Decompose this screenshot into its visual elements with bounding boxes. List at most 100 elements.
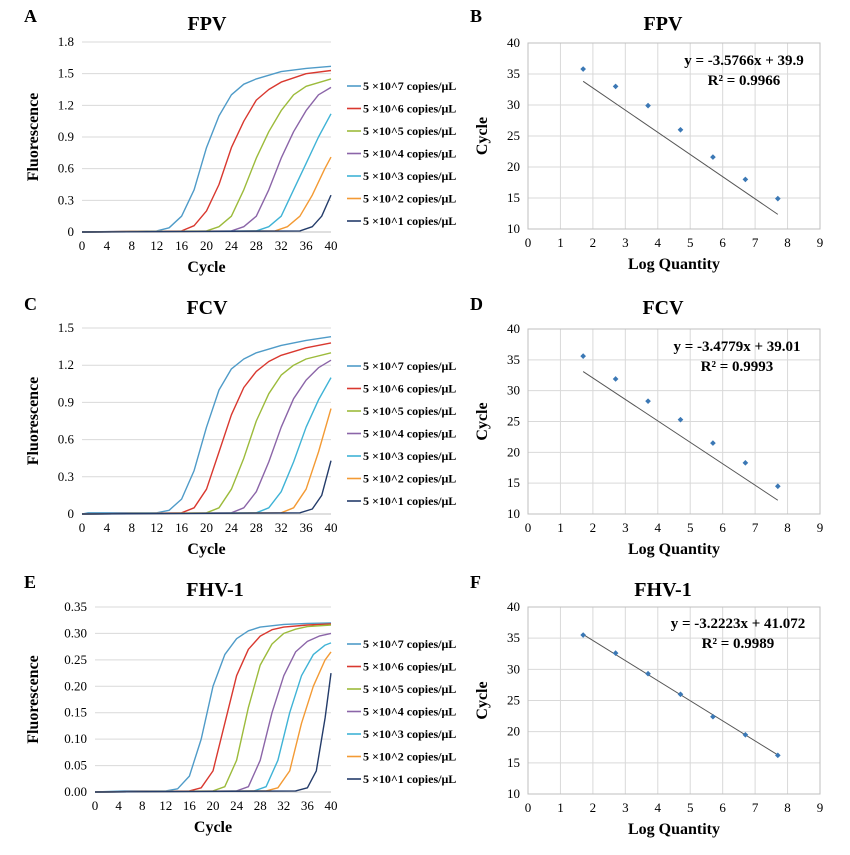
- x-tick-label: 0: [79, 520, 86, 535]
- panel-letter: D: [470, 294, 483, 314]
- series-line: [81, 69, 332, 233]
- x-axis-title: Cycle: [194, 819, 232, 836]
- series-line: [94, 673, 332, 793]
- y-tick-label: 0.10: [64, 731, 87, 746]
- series-line: [81, 359, 332, 515]
- legend: 5 ×10^7 copies/μL 5 ×10^6 copies/μL 5 ×10^…: [347, 359, 456, 508]
- plot-frame: [527, 328, 821, 515]
- panel-letter: F: [470, 572, 481, 592]
- x-tick-label: 20: [200, 520, 213, 535]
- x-tick-label: 6: [719, 520, 726, 535]
- data-point: [742, 731, 749, 738]
- x-tick-label: 0: [525, 520, 532, 535]
- data-point: [580, 66, 586, 72]
- y-axis-title: Fluorescence: [25, 377, 42, 466]
- x-axis-title: Log Quantity: [628, 541, 720, 558]
- x-tick-label: 16: [183, 798, 197, 813]
- y-tick-label: 35: [507, 352, 520, 367]
- y-tick-label: 35: [507, 630, 520, 645]
- x-tick-label: 7: [752, 520, 759, 535]
- y-tick-label: 10: [507, 786, 520, 801]
- y-axis-title: Cycle: [474, 117, 491, 155]
- series-line: [81, 377, 332, 515]
- y-axis-title: Fluorescence: [25, 655, 42, 744]
- series-line: [81, 352, 332, 515]
- y-tick-label: 15: [507, 755, 520, 770]
- legend-label: 5 ×10^1 copies/μL: [363, 494, 456, 508]
- y-tick-label: 20: [507, 159, 520, 174]
- y-tick-label: 40: [507, 599, 520, 614]
- chart-panel-a: A FPV 0 0.3 0.6 0.9 1.2 1.5 1.8 0 4 8 12 16 20 24 28 32 36…: [24, 6, 456, 276]
- x-axis-title: Cycle: [187, 259, 225, 276]
- legend-label: 5 ×10^2 copies/μL: [363, 192, 456, 206]
- legend-label: 5 ×10^4 copies/μL: [363, 705, 456, 719]
- x-tick-label: 8: [784, 520, 791, 535]
- data-point: [645, 670, 651, 677]
- plot-frame: [527, 606, 821, 795]
- series-line: [94, 623, 332, 793]
- x-tick-label: 32: [275, 238, 288, 253]
- x-tick-label: 16: [175, 238, 189, 253]
- data-point: [580, 353, 586, 359]
- data-point: [645, 102, 651, 109]
- y-tick-label: 40: [507, 35, 520, 50]
- legend-label: 5 ×10^3 copies/μL: [363, 449, 456, 463]
- panel-title: FPV: [188, 13, 227, 35]
- regression-equation: y = -3.2223x + 41.072: [671, 616, 806, 632]
- x-tick-label: 8: [129, 520, 136, 535]
- panel-title: FCV: [642, 297, 684, 319]
- x-tick-label: 9: [817, 235, 824, 250]
- data-point: [677, 691, 684, 698]
- legend-label: 5 ×10^5 copies/μL: [363, 124, 456, 138]
- x-tick-label: 4: [655, 520, 662, 535]
- x-tick-label: 3: [622, 800, 629, 815]
- x-tick-label: 6: [719, 235, 726, 250]
- x-tick-label: 8: [784, 800, 791, 815]
- x-tick-label: 20: [200, 238, 213, 253]
- x-axis-title: Cycle: [187, 541, 225, 558]
- chart-panel-b: B FPV 10 15 20 25 30 35 40 0 1 2 3 4 5 6 7 8 9 Log Quantity…: [470, 6, 823, 273]
- series-line: [81, 460, 332, 515]
- x-tick-label: 36: [300, 238, 314, 253]
- x-tick-label: 6: [719, 800, 726, 815]
- y-tick-label: 0.3: [58, 192, 74, 207]
- data-point: [742, 176, 749, 183]
- series-line: [94, 642, 332, 793]
- x-tick-label: 4: [104, 520, 111, 535]
- y-tick-label: 0.20: [64, 678, 87, 693]
- x-tick-label: 0: [79, 238, 86, 253]
- series-line: [81, 78, 332, 233]
- y-tick-label: 30: [507, 661, 520, 676]
- x-tick-label: 8: [784, 235, 791, 250]
- legend-label: 5 ×10^7 copies/μL: [363, 359, 456, 373]
- x-tick-label: 28: [250, 520, 263, 535]
- data-point: [710, 154, 716, 160]
- x-tick-label: 3: [622, 235, 629, 250]
- panel-title: FHV-1: [186, 579, 243, 601]
- y-tick-label: 0.9: [58, 129, 74, 144]
- series-line: [81, 113, 332, 233]
- chart-panel-d: D FCV 10 15 20 25 30 35 40 0 1 2 3 4 5 6 7 8 9 Log Quantity…: [470, 294, 823, 558]
- legend-label: 5 ×10^3 copies/μL: [363, 727, 456, 741]
- y-tick-label: 25: [507, 693, 520, 708]
- data-point: [774, 483, 781, 490]
- y-tick-label: 10: [507, 506, 520, 521]
- y-tick-label: 1.2: [58, 97, 74, 112]
- y-tick-label: 0.3: [58, 469, 74, 484]
- y-tick-label: 0.30: [64, 625, 87, 640]
- series-line: [81, 194, 332, 233]
- x-tick-label: 1: [557, 520, 564, 535]
- y-tick-label: 40: [507, 321, 520, 336]
- x-tick-label: 4: [655, 235, 662, 250]
- y-tick-label: 1.5: [58, 66, 74, 81]
- x-tick-label: 8: [139, 798, 146, 813]
- y-tick-label: 0: [68, 506, 75, 521]
- x-tick-label: 24: [225, 238, 239, 253]
- y-tick-label: 15: [507, 475, 520, 490]
- y-tick-label: 0.6: [58, 432, 75, 447]
- series-line: [81, 86, 332, 233]
- series-line: [81, 65, 332, 233]
- r-squared-label: R² = 0.9966: [708, 73, 781, 89]
- series-line: [94, 624, 332, 793]
